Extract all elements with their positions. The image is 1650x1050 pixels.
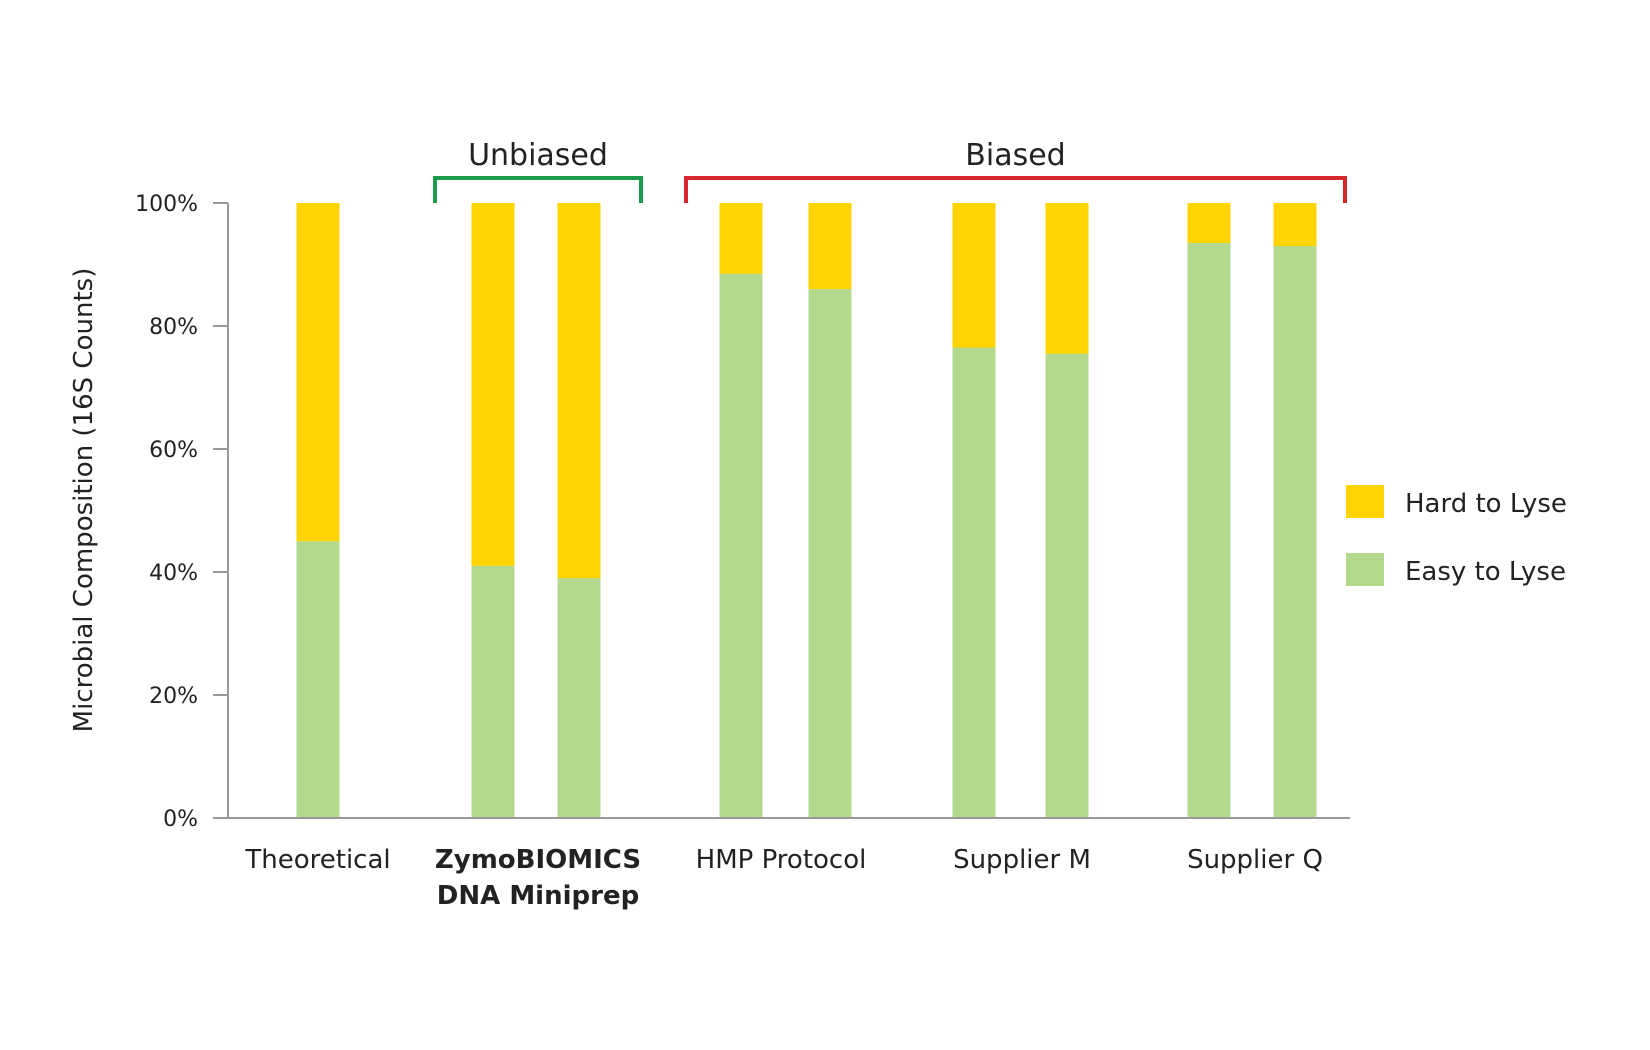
bar-hard-to-lyse — [1045, 203, 1089, 354]
legend-label: Easy to Lyse — [1405, 557, 1566, 587]
group-bracket — [433, 176, 643, 203]
bar-easy-to-lyse — [719, 273, 763, 819]
legend-swatch — [1346, 553, 1384, 586]
bar-easy-to-lyse — [1273, 246, 1317, 819]
x-category-label: HMP Protocol — [696, 845, 867, 875]
bar-hard-to-lyse — [1187, 203, 1231, 243]
x-category-label: Supplier Q — [1187, 845, 1323, 875]
y-tick-label: 40% — [149, 561, 198, 586]
bar-hard-to-lyse — [719, 203, 763, 274]
x-category-label: DNA Miniprep — [437, 881, 639, 911]
bar-hard-to-lyse — [952, 203, 996, 348]
bars-layer — [296, 203, 1317, 819]
y-tick-label: 100% — [135, 192, 198, 217]
bar-easy-to-lyse — [471, 565, 515, 818]
y-tick-label: 0% — [163, 807, 198, 832]
bar-easy-to-lyse — [952, 347, 996, 818]
bar-hard-to-lyse — [296, 203, 340, 542]
bar-easy-to-lyse — [296, 541, 340, 818]
y-axis: 0% 20% 40% 60% 80% 100% — [135, 192, 229, 832]
legend: Hard to Lyse Easy to Lyse — [1346, 485, 1567, 587]
group-brackets: Unbiased Biased — [433, 138, 1347, 203]
bar-easy-to-lyse — [1187, 242, 1231, 819]
bar-hard-to-lyse — [557, 203, 601, 579]
x-category-label: ZymoBIOMICS — [435, 845, 641, 875]
bar-hard-to-lyse — [808, 203, 852, 290]
legend-swatch — [1346, 485, 1384, 518]
y-tick-label: 20% — [149, 684, 198, 709]
bar-easy-to-lyse — [557, 578, 601, 818]
x-category-label: Supplier M — [953, 845, 1091, 875]
y-tick-label: 60% — [149, 438, 198, 463]
x-axis: Theoretical ZymoBIOMICS DNA Miniprep HMP Pr… — [213, 817, 1350, 911]
y-axis-title: Microbial Composition (16S Counts) — [69, 268, 99, 733]
bar-easy-to-lyse — [808, 289, 852, 819]
legend-label: Hard to Lyse — [1405, 489, 1567, 519]
bar-hard-to-lyse — [1273, 203, 1317, 247]
bar-easy-to-lyse — [1045, 353, 1089, 818]
group-label: Unbiased — [468, 138, 608, 173]
group-label: Biased — [965, 138, 1065, 173]
bar-hard-to-lyse — [471, 203, 515, 566]
group-bracket — [684, 176, 1347, 203]
x-category-label: Theoretical — [244, 845, 390, 875]
y-tick-label: 80% — [149, 315, 198, 340]
